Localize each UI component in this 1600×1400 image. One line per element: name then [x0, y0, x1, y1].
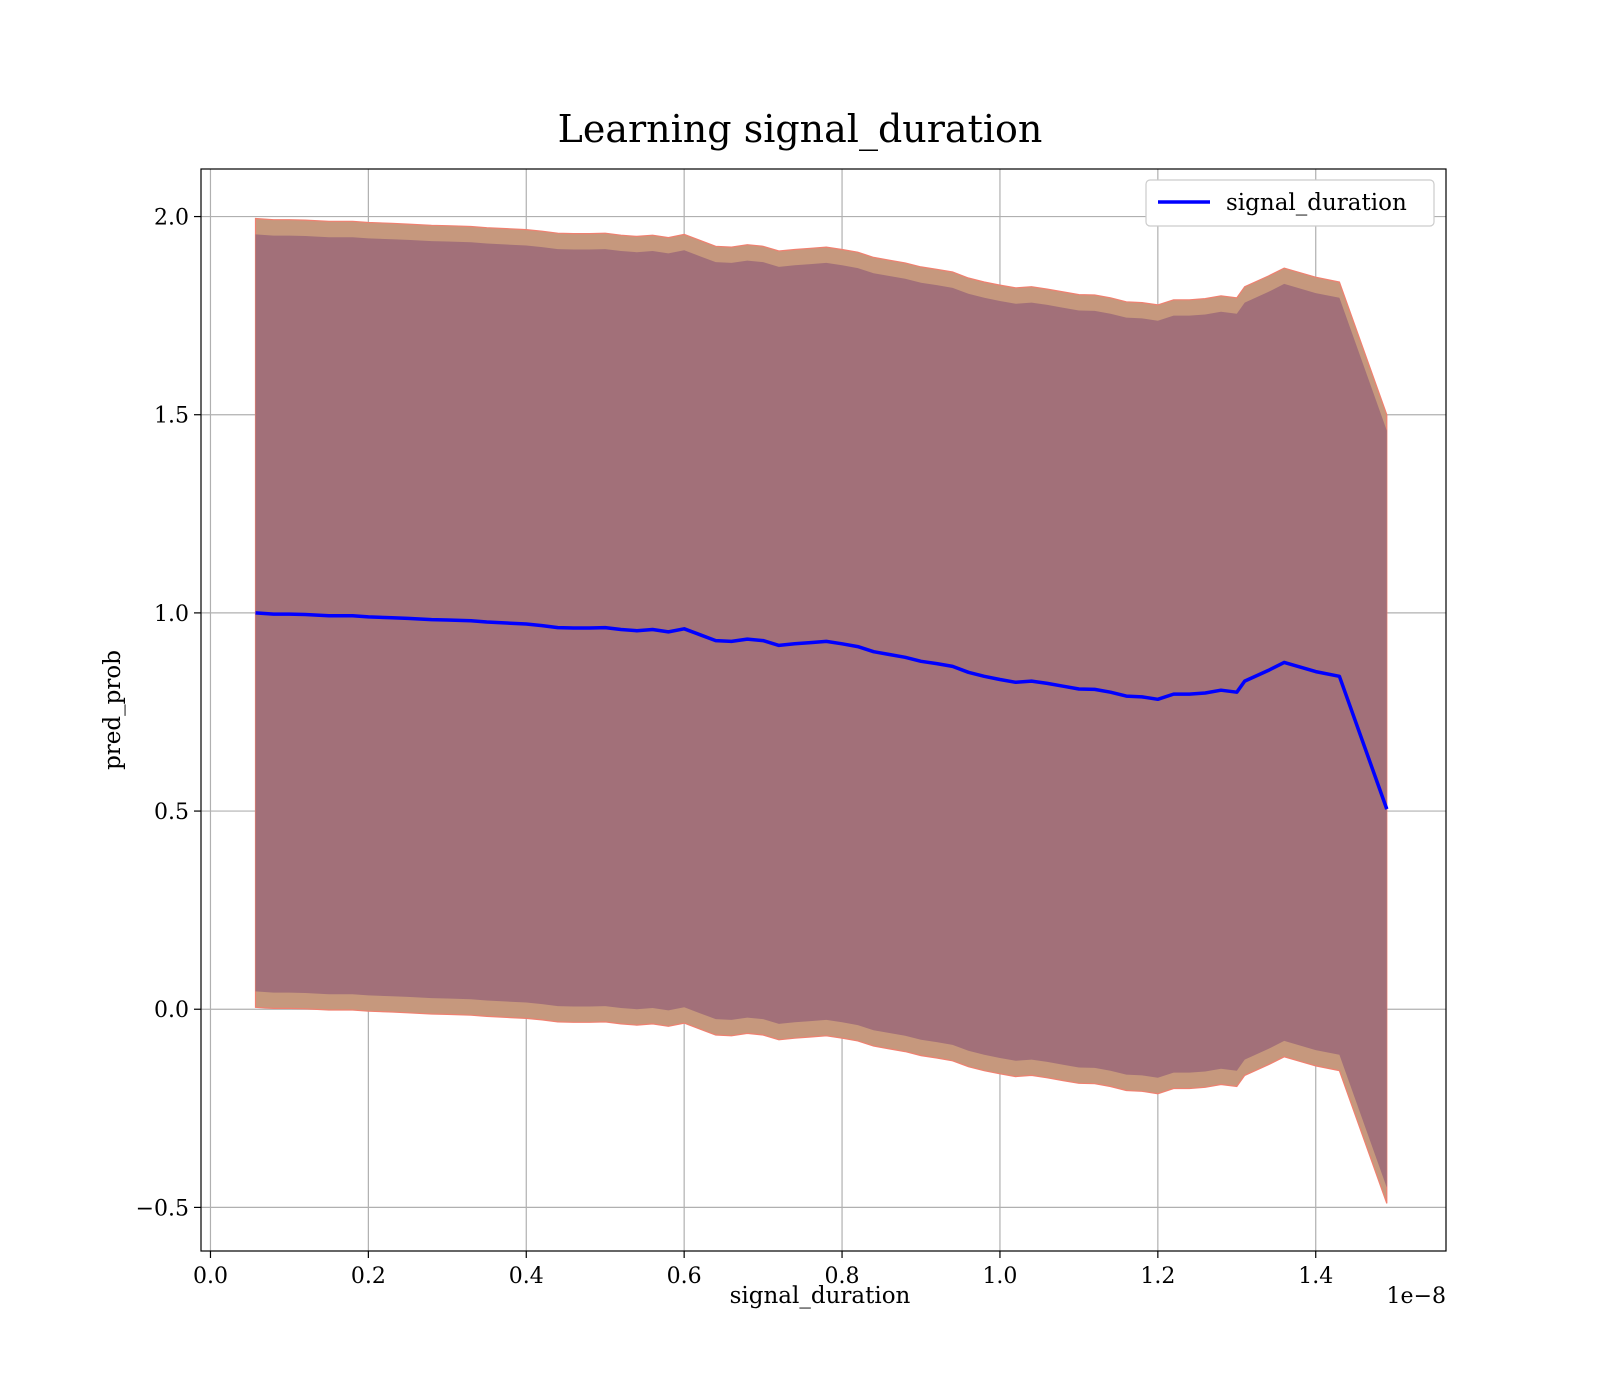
- y-tick-label: 0.0: [154, 998, 189, 1023]
- x-axis-ticks: 0.0 0.2 0.4 0.6 0.8 1.0 1.2 1.4: [193, 1251, 1333, 1289]
- x-tick-label: 0.4: [509, 1264, 544, 1289]
- y-axis-ticks: −0.5 0.0 0.5 1.0 1.5 2.0: [136, 206, 201, 1221]
- y-tick-label: 1.5: [154, 404, 189, 429]
- x-tick-label: 1.4: [1298, 1264, 1333, 1289]
- x-tick-label: 1.2: [1140, 1264, 1175, 1289]
- chart-title: Learning signal_duration: [558, 107, 1043, 152]
- inner-confidence-band: [255, 234, 1387, 1188]
- confidence-bands: [254, 217, 1388, 1204]
- y-axis-label: pred_prob: [100, 650, 126, 770]
- y-tick-label: 2.0: [154, 206, 189, 231]
- x-tick-label: 0.2: [351, 1264, 386, 1289]
- legend-entry-signal-duration: signal_duration: [1226, 190, 1407, 216]
- plot-area: [200, 168, 1447, 1252]
- x-axis-label: signal_duration: [730, 1283, 911, 1309]
- legend: signal_duration: [1145, 179, 1435, 227]
- y-tick-label: −0.5: [136, 1196, 189, 1221]
- x-axis-offset-text: 1e−8: [1387, 1284, 1446, 1309]
- y-tick-label: 1.0: [154, 602, 189, 627]
- x-tick-label: 0.0: [193, 1264, 228, 1289]
- series-lines: [255, 611, 1389, 810]
- x-tick-label: 1.0: [982, 1264, 1017, 1289]
- legend-box: [1145, 179, 1435, 227]
- x-tick-label: 0.6: [667, 1264, 702, 1289]
- x-tick-label: 0.8: [825, 1264, 860, 1289]
- y-tick-label: 0.5: [154, 800, 189, 825]
- series-line-signal-duration: [255, 611, 1389, 810]
- axes-frame: [200, 168, 1447, 1252]
